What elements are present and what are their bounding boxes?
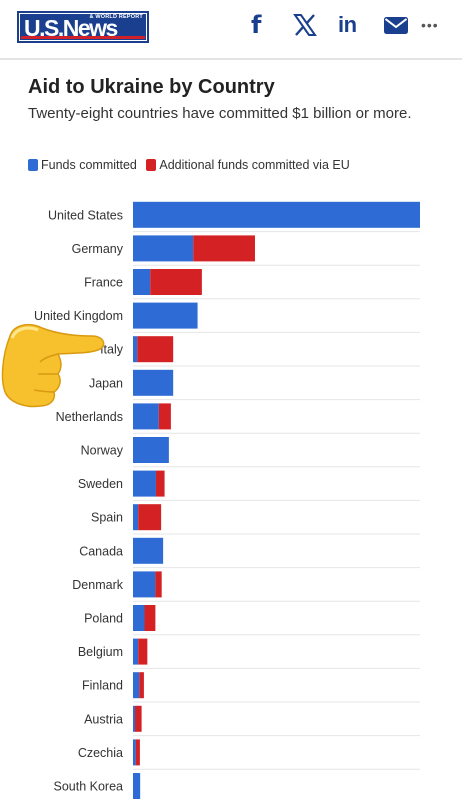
category-label: Spain — [91, 511, 123, 525]
bar-eu-funds — [155, 571, 162, 598]
chart-title: Aid to Ukraine by Country — [28, 76, 275, 98]
bar-funds-committed — [133, 403, 159, 430]
category-label: Norway — [81, 444, 124, 458]
site-header: & WORLD REPORT U.S.News f in ••• — [0, 0, 462, 60]
bar-eu-funds — [135, 739, 140, 766]
bar-eu-funds — [138, 504, 162, 531]
bar-funds-committed — [133, 605, 145, 631]
logo-tagline: & WORLD REPORT — [89, 14, 143, 20]
bar-funds-committed — [133, 537, 164, 564]
chart-subtitle: Twenty-eight countries have committed $1… — [28, 105, 412, 122]
bar-eu-funds — [137, 336, 174, 363]
pointing-hand-emoji — [1, 323, 105, 408]
bar-funds-committed — [133, 672, 140, 699]
category-label: Japan — [89, 376, 123, 390]
bar-funds-committed — [133, 235, 194, 262]
bar-eu-funds — [155, 470, 165, 497]
category-label: Austria — [84, 712, 123, 726]
legend-swatch-eu — [146, 159, 157, 171]
bar-funds-committed — [133, 638, 139, 665]
bar-chart: United States Germany France United Kingdom… — [34, 201, 420, 799]
category-label: Belgium — [78, 645, 123, 659]
bar-funds-committed — [133, 369, 174, 396]
bar-funds-committed — [133, 269, 151, 295]
legend-item-eu: Additional funds committed via EU — [146, 158, 350, 172]
x-icon[interactable] — [291, 12, 319, 38]
category-label: Netherlands — [56, 410, 123, 424]
bar-eu-funds — [139, 672, 144, 699]
bar-funds-committed — [133, 739, 136, 766]
category-label: Finland — [82, 679, 123, 693]
bar-eu-funds — [158, 403, 171, 430]
bar-funds-committed — [133, 201, 420, 228]
legend-label-eu: Additional funds committed via EU — [159, 158, 350, 172]
category-label: Germany — [72, 242, 124, 256]
category-label: Sweden — [78, 477, 123, 491]
email-icon[interactable] — [383, 12, 409, 38]
bar-funds-committed — [133, 705, 136, 732]
bar-funds-committed — [133, 504, 139, 531]
bar-funds-committed — [133, 437, 169, 463]
category-label: South Korea — [54, 780, 124, 794]
chart-legend: Funds committed Additional funds committ… — [28, 158, 356, 172]
more-icon[interactable]: ••• — [421, 17, 439, 33]
bar-funds-committed — [133, 571, 156, 598]
legend-label-funds: Funds committed — [41, 158, 137, 172]
bar-funds-committed — [133, 773, 141, 799]
bar-funds-committed — [133, 302, 198, 329]
category-label: Canada — [79, 544, 123, 558]
category-label: United Kingdom — [34, 309, 123, 323]
bar-funds-committed — [133, 336, 138, 363]
category-label: Italy — [100, 343, 124, 357]
bar-funds-committed — [133, 470, 156, 497]
category-label: United States — [48, 208, 123, 222]
bar-eu-funds — [135, 705, 142, 732]
bar-eu-funds — [138, 638, 148, 665]
category-label: France — [84, 276, 123, 290]
logo-red-bar — [21, 36, 145, 39]
category-label: Czechia — [78, 746, 123, 760]
facebook-icon[interactable]: f — [251, 11, 262, 39]
usnews-logo[interactable]: & WORLD REPORT U.S.News — [17, 11, 149, 43]
legend-item-funds: Funds committed — [28, 158, 137, 172]
category-label: Poland — [84, 612, 123, 626]
legend-swatch-funds — [28, 159, 38, 171]
bar-eu-funds — [150, 269, 202, 295]
category-label: Denmark — [72, 578, 123, 592]
linkedin-icon[interactable]: in — [338, 12, 357, 37]
bar-eu-funds — [193, 235, 255, 262]
bar-eu-funds — [144, 605, 156, 631]
